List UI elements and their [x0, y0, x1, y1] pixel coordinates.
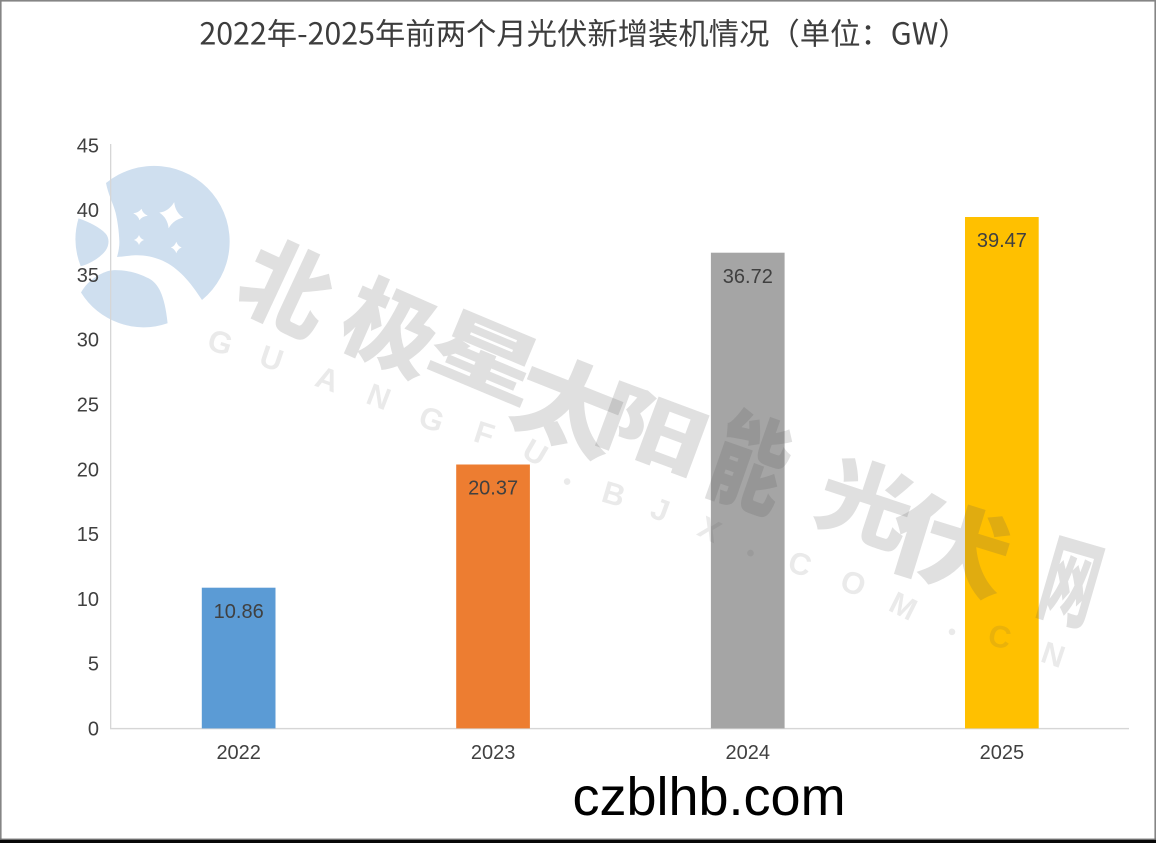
svg-text:15: 15	[77, 524, 99, 546]
svg-text:45: 45	[77, 135, 99, 157]
svg-text:25: 25	[77, 395, 99, 417]
svg-text:39.47: 39.47	[977, 230, 1027, 252]
svg-text:2024: 2024	[726, 742, 771, 764]
svg-text:czblhb.com: czblhb.com	[572, 767, 845, 827]
svg-text:10: 10	[77, 589, 99, 611]
svg-text:40: 40	[77, 200, 99, 222]
svg-text:20.37: 20.37	[468, 478, 518, 500]
svg-text:35: 35	[77, 265, 99, 287]
svg-text:0: 0	[88, 718, 99, 740]
svg-text:10.86: 10.86	[214, 601, 264, 623]
svg-text:2025: 2025	[980, 742, 1025, 764]
svg-text:36.72: 36.72	[723, 266, 773, 288]
svg-text:2023: 2023	[471, 742, 516, 764]
svg-text:30: 30	[77, 330, 99, 352]
svg-text:2022: 2022	[216, 742, 261, 764]
svg-text:5: 5	[88, 654, 99, 676]
svg-text:20: 20	[77, 459, 99, 481]
